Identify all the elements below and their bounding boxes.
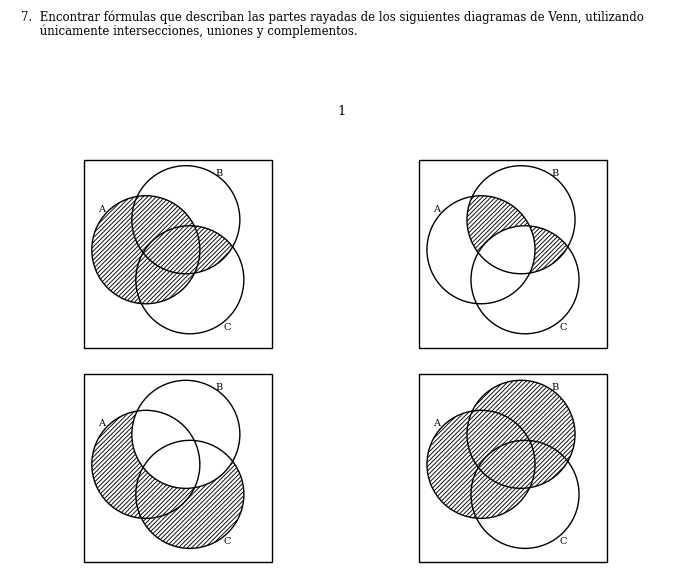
Text: 7.  Encontrar fórmulas que describan las partes rayadas de los siguientes diagra: 7. Encontrar fórmulas que describan las … bbox=[21, 10, 644, 24]
Text: A: A bbox=[433, 205, 440, 213]
Text: C: C bbox=[224, 323, 231, 332]
Text: C: C bbox=[224, 538, 231, 546]
Text: únicamente intersecciones, uniones y complementos.: únicamente intersecciones, uniones y com… bbox=[21, 24, 357, 38]
Text: A: A bbox=[98, 205, 105, 213]
Text: 1: 1 bbox=[338, 105, 346, 118]
Text: B: B bbox=[216, 383, 223, 392]
Text: B: B bbox=[551, 169, 558, 177]
Text: A: A bbox=[433, 419, 440, 428]
Text: C: C bbox=[559, 538, 566, 546]
Text: B: B bbox=[551, 383, 558, 392]
Text: C: C bbox=[559, 323, 566, 332]
Text: A: A bbox=[98, 419, 105, 428]
Text: B: B bbox=[216, 169, 223, 177]
